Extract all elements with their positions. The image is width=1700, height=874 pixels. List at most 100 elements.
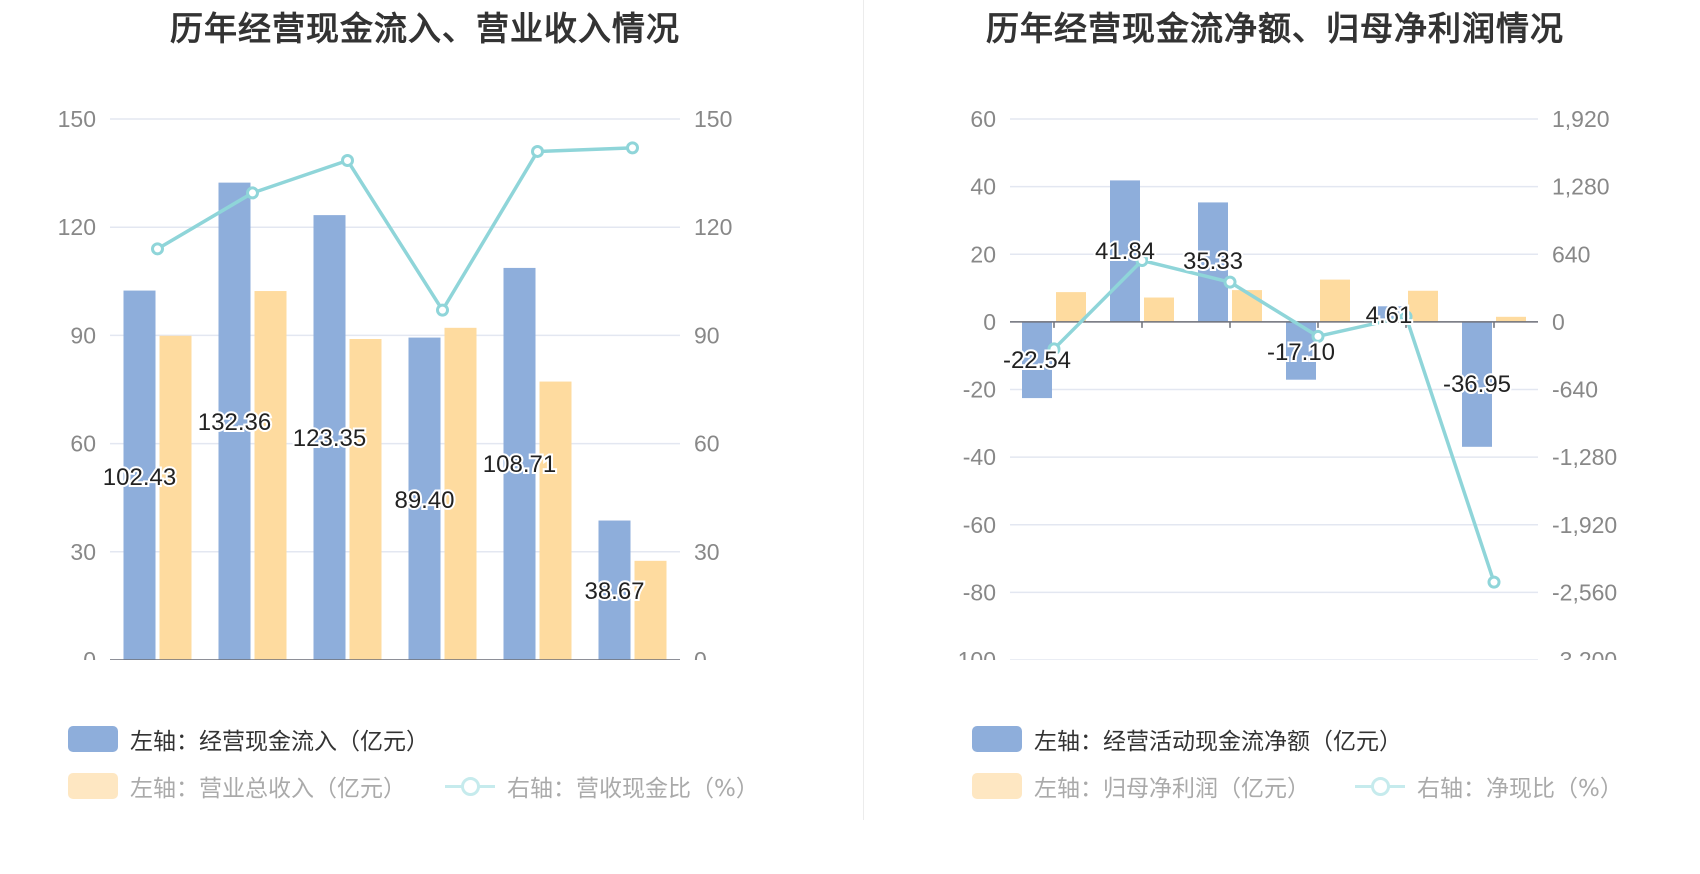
ratio-point — [1135, 253, 1149, 267]
chart-right: -100 -80 -60 -40 -20 0 20 40 60 -3,200 -2,560 -1,92… — [950, 106, 1617, 660]
chart-title-left: 历年经营现金流入、营业收入情况 — [170, 9, 680, 48]
bar-data-label: -17.10 — [1267, 339, 1335, 366]
legend-line-icon — [1355, 773, 1405, 799]
bar-data-label: 41.84 — [1095, 238, 1155, 265]
y-right-tick-label: 1,280 — [1552, 174, 1610, 200]
legend-label: 左轴：归母净利润（亿元） — [1034, 776, 1310, 802]
y-right-tick-label: 120 — [694, 214, 732, 240]
y-right-tick-label: 90 — [694, 322, 720, 348]
y-right-tick-label: 0 — [1552, 309, 1565, 335]
ratio-point — [1223, 275, 1237, 289]
bar-orange — [444, 327, 477, 660]
ratio-point — [1047, 342, 1061, 356]
y-left-tick-label: 0 — [83, 647, 96, 660]
ratio-point — [1487, 575, 1501, 589]
y-left-tick-label: -80 — [963, 579, 996, 605]
legend-item-net-cash[interactable]: 左轴：经营活动现金流净额（亿元） — [972, 722, 1402, 756]
legend-swatch-blue — [972, 726, 1022, 752]
bar-data-label: 132.36 — [198, 409, 271, 436]
y-left-tick-label: 0 — [983, 309, 996, 335]
legend-item-net-ratio[interactable]: 右轴：净现比（%） — [1355, 769, 1623, 803]
ratio-line — [1052, 258, 1496, 583]
chart-title-right: 历年经营现金流净额、归母净利润情况 — [986, 9, 1564, 48]
y-left-tick-label: 20 — [970, 241, 996, 267]
chart-panel-right: 历年经营现金流净额、归母净利润情况 -100 -80 -60 -40 -20 0 20 40 6… — [850, 0, 1700, 874]
bar-data-label: 4.61 — [1366, 302, 1413, 329]
legend-label: 右轴：营收现金比（%） — [507, 776, 759, 802]
y-right-tick-label: -640 — [1552, 377, 1598, 403]
y-left-tick-label: 40 — [970, 174, 996, 200]
bar-blue — [1110, 180, 1140, 322]
y-left-tick-label: 120 — [58, 214, 96, 240]
bar-orange — [1232, 290, 1262, 322]
bar-data-label: 102.43 — [103, 464, 176, 491]
bar-blue — [408, 337, 441, 660]
legend-item-net-profit[interactable]: 左轴：归母净利润（亿元） — [972, 769, 1310, 803]
bar-data-label: 38.67 — [584, 578, 644, 605]
legend-item-ratio[interactable]: 右轴：营收现金比（%） — [445, 769, 759, 803]
ratio-point — [1399, 310, 1413, 324]
legend-swatch-orange — [972, 773, 1022, 799]
bar-data-label: -22.54 — [1003, 347, 1071, 374]
bar-blue — [1022, 321, 1052, 399]
y-right-tick-label: 150 — [694, 106, 732, 132]
bar-data-label: 35.33 — [1183, 248, 1243, 275]
y-left-tick-label: 150 — [58, 106, 96, 132]
chart-left: 0306090120150030609012015020192020202120… — [58, 106, 732, 660]
ratio-point — [436, 303, 449, 317]
y-left-tick-label: -100 — [950, 647, 996, 660]
y-right-tick-label: -2,560 — [1552, 579, 1617, 605]
bar-blue — [1462, 321, 1492, 447]
legend-line-icon — [445, 773, 495, 799]
bar-blue — [1198, 202, 1228, 322]
ratio-point — [1311, 329, 1325, 343]
ratio-point — [341, 153, 354, 167]
bar-blue — [123, 290, 156, 660]
bar-blue — [313, 215, 346, 660]
ratio-point — [531, 144, 544, 158]
bar-orange — [1408, 290, 1438, 322]
y-right-tick-label: 0 — [694, 647, 707, 660]
legend-label: 左轴：经营现金流入（亿元） — [130, 729, 429, 755]
ratio-point — [151, 242, 164, 256]
bar-orange — [1056, 292, 1086, 322]
y-left-tick-label: -20 — [963, 377, 996, 403]
y-left-tick-label: 90 — [70, 322, 96, 348]
bar-orange — [539, 381, 572, 660]
ratio-line — [156, 146, 633, 312]
bar-orange — [1144, 297, 1174, 322]
bar-data-label: 108.71 — [483, 451, 556, 478]
y-right-tick-label: -3,200 — [1552, 647, 1617, 660]
legend-swatch-orange — [68, 773, 118, 799]
y-right-tick-label: 1,920 — [1552, 106, 1610, 132]
bar-orange — [1496, 316, 1526, 322]
y-left-tick-label: 30 — [70, 539, 96, 565]
y-right-tick-label: 30 — [694, 539, 720, 565]
y-left-tick-label: -60 — [963, 512, 996, 538]
y-left-tick-label: 60 — [70, 431, 96, 457]
bar-blue — [503, 267, 536, 660]
legend-label: 左轴：营业总收入（亿元） — [130, 776, 406, 802]
legend-item-revenue[interactable]: 左轴：营业总收入（亿元） — [68, 769, 406, 803]
bar-blue — [218, 182, 251, 660]
panel-divider — [863, 0, 864, 820]
legend-swatch-blue — [68, 726, 118, 752]
chart-panel-left: 历年经营现金流入、营业收入情况 0 30 60 90 120 150 0 30 60 90 120 1… — [58, 9, 759, 803]
bar-data-label: 123.35 — [293, 425, 366, 452]
legend-label: 右轴：净现比（%） — [1417, 776, 1623, 802]
bar-orange — [1320, 279, 1350, 322]
bar-orange — [349, 339, 382, 660]
y-right-tick-label: -1,280 — [1552, 444, 1617, 470]
y-left-tick-label: 60 — [970, 106, 996, 132]
y-left-tick-label: -40 — [963, 444, 996, 470]
ratio-point — [246, 186, 259, 200]
bar-orange — [254, 291, 287, 660]
bar-data-label: 89.40 — [394, 487, 454, 514]
y-right-tick-label: 640 — [1552, 241, 1590, 267]
ratio-point — [626, 141, 639, 155]
bar-blue — [598, 520, 631, 660]
bar-orange — [159, 335, 192, 660]
legend-label: 左轴：经营活动现金流净额（亿元） — [1034, 729, 1402, 755]
legend-item-cash-inflow[interactable]: 左轴：经营现金流入（亿元） — [68, 722, 429, 756]
y-right-tick-label: -1,920 — [1552, 512, 1617, 538]
